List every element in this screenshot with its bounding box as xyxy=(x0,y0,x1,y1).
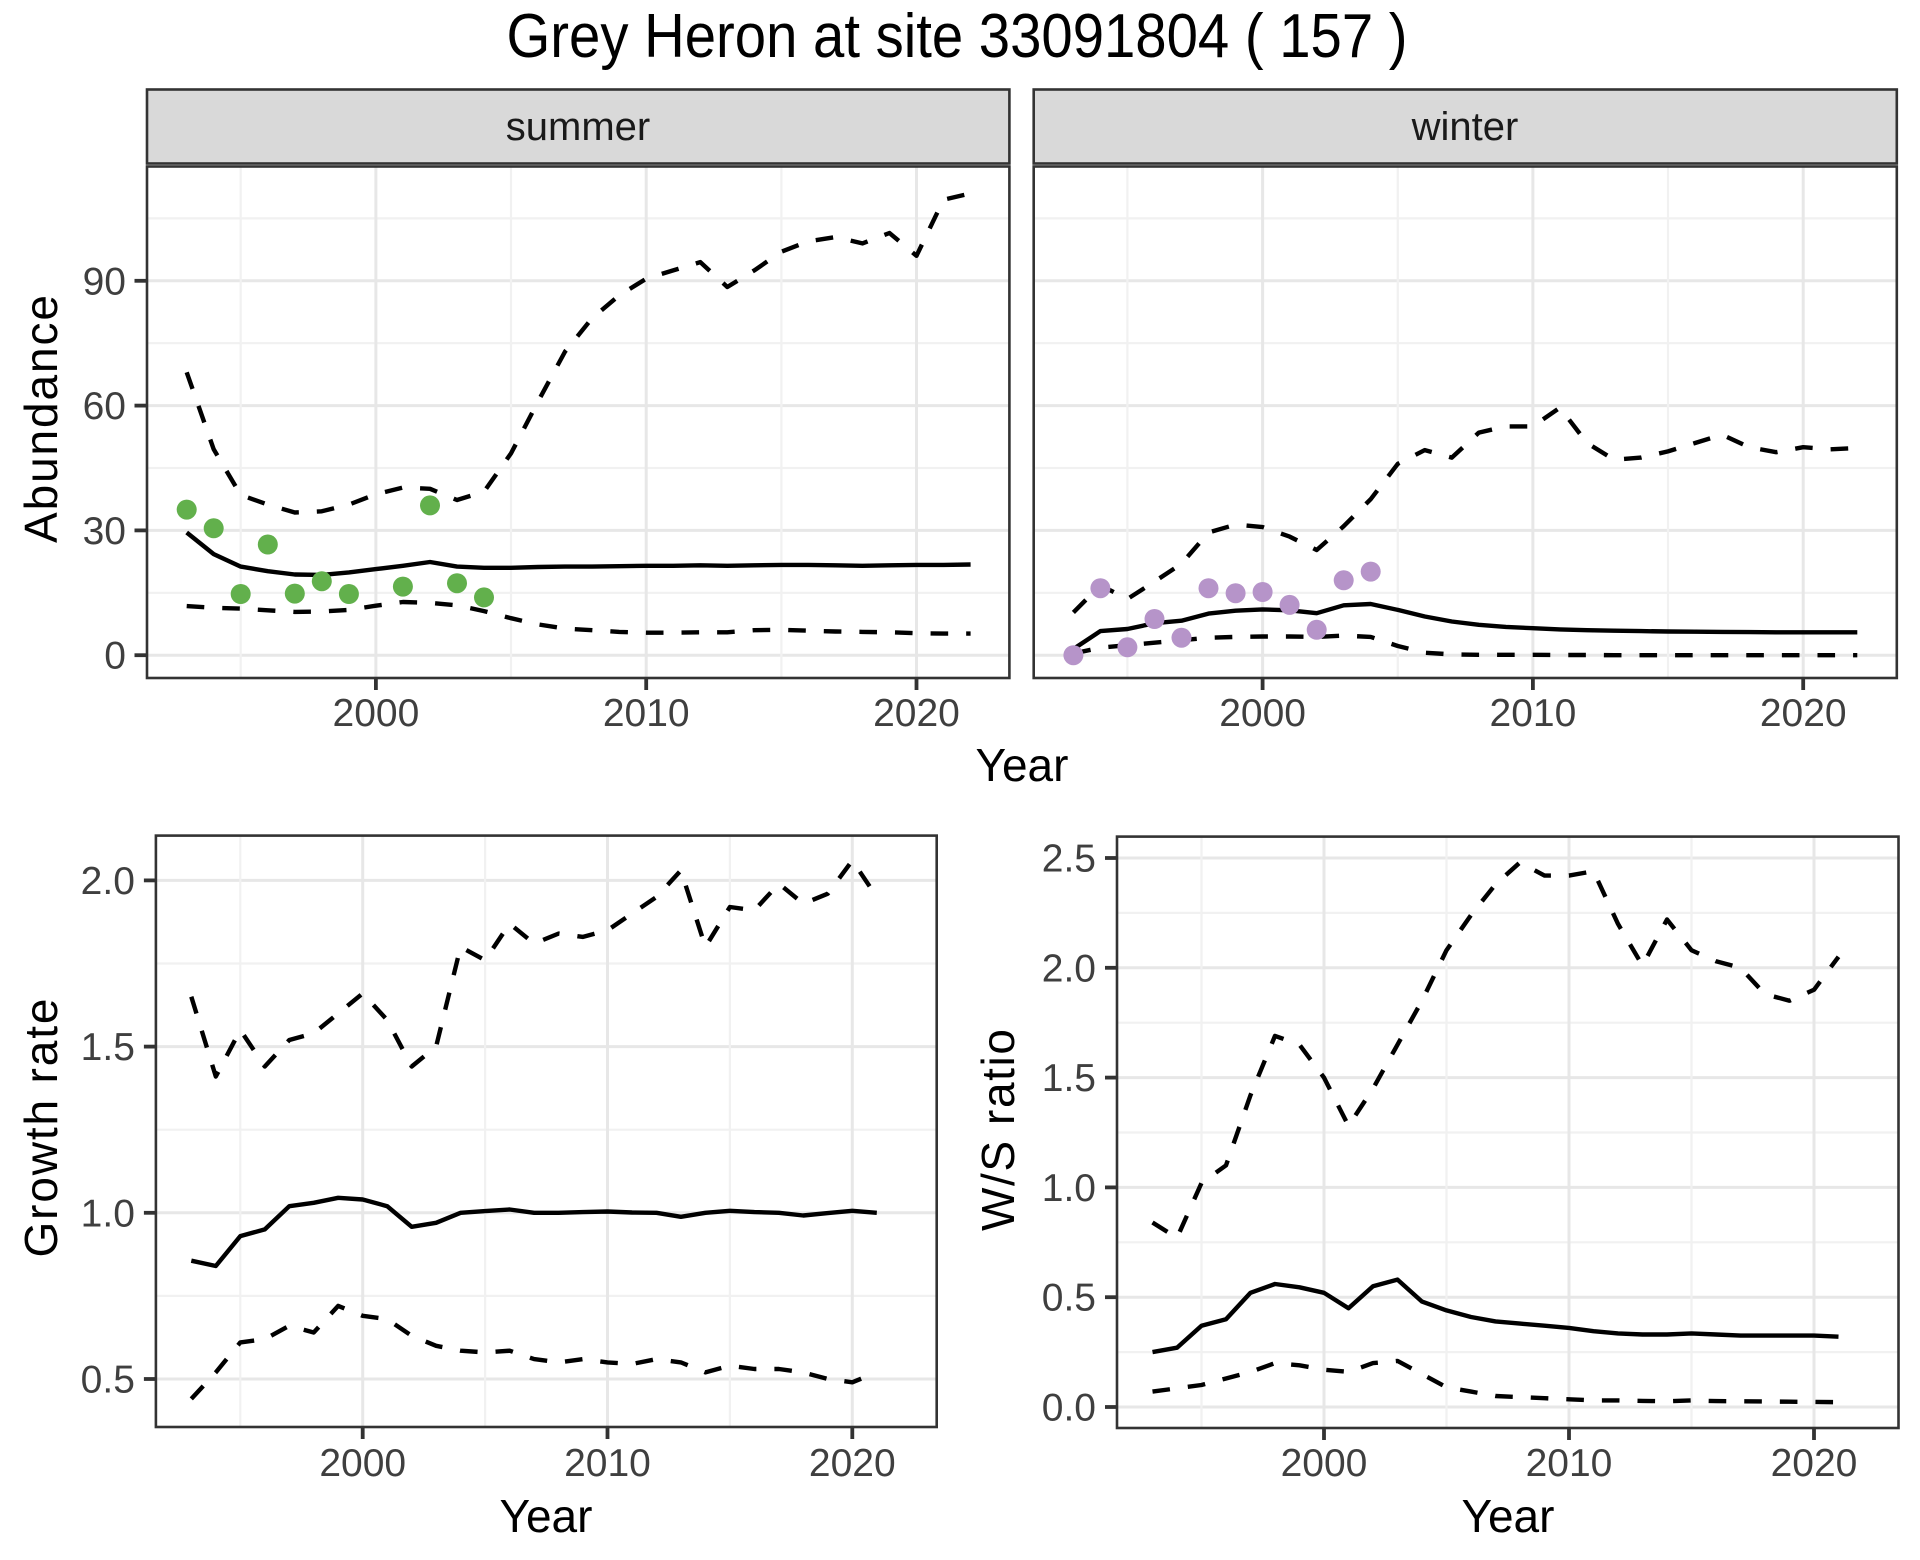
svg-text:2.5: 2.5 xyxy=(1042,838,1096,881)
svg-text:Grey Heron at site 33091804 (: Grey Heron at site 33091804 ( 157 ) xyxy=(507,2,1408,71)
svg-text:winter: winter xyxy=(1411,105,1519,149)
svg-text:0.0: 0.0 xyxy=(1042,1387,1096,1430)
svg-text:1.5: 1.5 xyxy=(81,1026,135,1069)
svg-text:2020: 2020 xyxy=(809,1442,896,1485)
svg-text:2010: 2010 xyxy=(603,692,690,735)
svg-text:0: 0 xyxy=(104,635,126,678)
svg-text:2000: 2000 xyxy=(1281,1442,1368,1485)
svg-text:Year: Year xyxy=(976,739,1069,791)
svg-text:summer: summer xyxy=(506,105,650,149)
svg-text:2010: 2010 xyxy=(564,1442,651,1485)
svg-text:Abundance: Abundance xyxy=(15,295,67,543)
svg-text:2.0: 2.0 xyxy=(81,860,135,903)
svg-text:2010: 2010 xyxy=(1526,1442,1613,1485)
svg-text:Year: Year xyxy=(1462,1490,1555,1542)
svg-text:2.0: 2.0 xyxy=(1042,947,1096,990)
svg-text:2010: 2010 xyxy=(1490,692,1577,735)
svg-text:Growth rate: Growth rate xyxy=(15,999,67,1258)
svg-text:1.5: 1.5 xyxy=(1042,1057,1096,1100)
svg-text:Year: Year xyxy=(500,1490,593,1542)
svg-text:2000: 2000 xyxy=(333,692,420,735)
svg-text:0.5: 0.5 xyxy=(1042,1277,1096,1320)
svg-text:60: 60 xyxy=(83,385,126,428)
svg-text:1.0: 1.0 xyxy=(1042,1167,1096,1210)
svg-text:2020: 2020 xyxy=(1760,692,1847,735)
svg-text:30: 30 xyxy=(83,510,126,553)
svg-text:2020: 2020 xyxy=(1771,1442,1858,1485)
svg-text:2000: 2000 xyxy=(319,1442,406,1485)
svg-text:W/S ratio: W/S ratio xyxy=(972,1029,1024,1231)
svg-text:2000: 2000 xyxy=(1219,692,1306,735)
svg-text:2020: 2020 xyxy=(873,692,960,735)
svg-text:1.0: 1.0 xyxy=(81,1192,135,1235)
svg-text:90: 90 xyxy=(83,260,126,303)
svg-text:0.5: 0.5 xyxy=(81,1359,135,1402)
